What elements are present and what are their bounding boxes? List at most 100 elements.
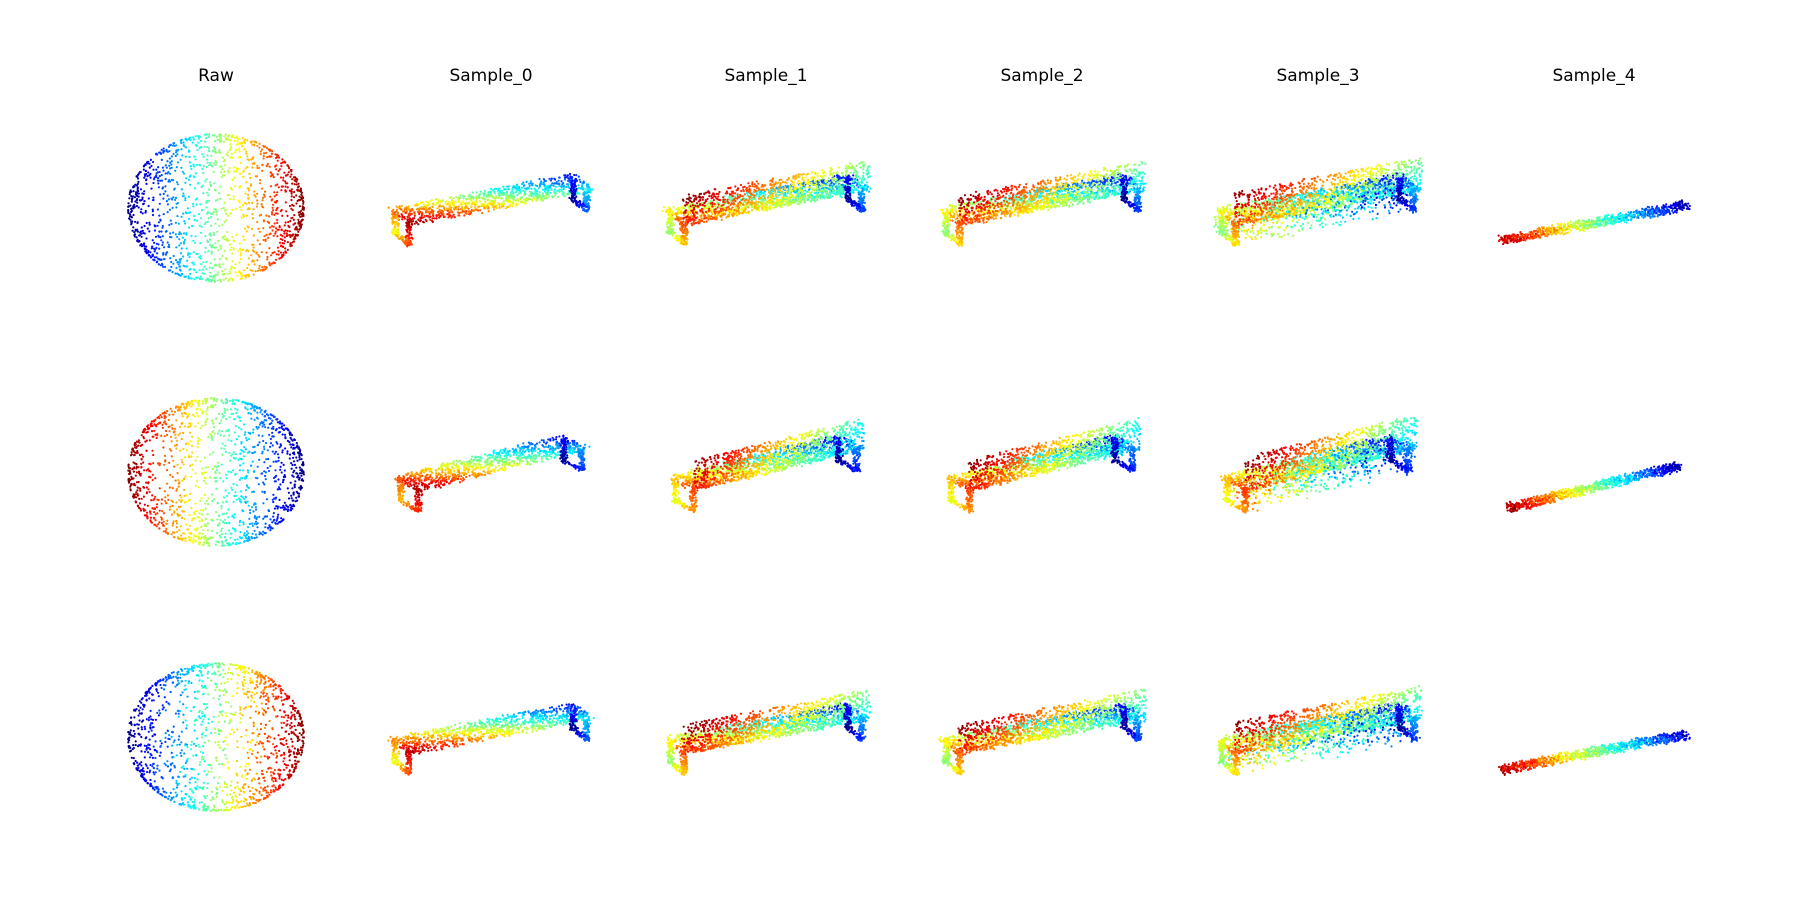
point — [259, 269, 262, 272]
point — [415, 220, 418, 223]
point — [792, 181, 795, 184]
point — [739, 202, 743, 205]
point — [223, 174, 226, 177]
point — [246, 155, 249, 158]
point — [245, 274, 248, 277]
point — [214, 199, 218, 202]
point — [801, 187, 804, 190]
point — [587, 188, 590, 191]
point — [581, 186, 584, 189]
point — [146, 175, 149, 178]
point — [253, 162, 256, 165]
point — [703, 217, 706, 220]
point — [777, 181, 780, 184]
point — [806, 180, 809, 183]
point — [176, 161, 180, 164]
point — [197, 181, 200, 184]
point — [508, 194, 511, 197]
point — [573, 198, 576, 201]
point — [141, 192, 144, 195]
point — [283, 239, 286, 243]
point — [512, 199, 515, 202]
point — [856, 202, 859, 206]
point — [170, 155, 173, 158]
point — [206, 220, 209, 223]
point — [249, 176, 252, 179]
point — [284, 189, 287, 192]
point — [296, 234, 299, 237]
point — [685, 218, 688, 221]
point — [792, 201, 795, 204]
point — [750, 203, 753, 206]
point — [174, 169, 177, 172]
point — [446, 207, 449, 210]
point — [177, 222, 180, 225]
point — [188, 226, 191, 229]
point — [297, 185, 300, 188]
point — [221, 270, 224, 273]
point — [668, 220, 672, 224]
point — [745, 192, 749, 195]
point — [747, 199, 750, 202]
point — [208, 133, 211, 136]
point — [573, 183, 576, 186]
point — [863, 164, 866, 167]
point — [866, 167, 869, 171]
point — [725, 216, 728, 219]
point — [457, 200, 460, 203]
point — [185, 212, 188, 215]
point — [152, 199, 155, 202]
point — [292, 204, 295, 207]
point — [735, 189, 738, 192]
point — [286, 241, 289, 244]
point — [272, 234, 275, 237]
point — [865, 189, 868, 192]
point — [456, 211, 459, 214]
point — [290, 168, 293, 172]
point — [718, 210, 721, 213]
point — [162, 265, 165, 268]
point — [146, 162, 149, 165]
point — [192, 239, 195, 242]
point — [759, 196, 762, 199]
point — [187, 178, 191, 181]
point — [824, 195, 827, 198]
point — [1047, 208, 1050, 211]
point — [301, 197, 304, 200]
point — [545, 197, 548, 200]
point — [863, 201, 866, 204]
point — [479, 190, 482, 193]
point — [148, 230, 151, 233]
point — [232, 198, 235, 201]
point — [406, 234, 409, 237]
point — [861, 197, 864, 200]
point — [427, 207, 430, 210]
point — [742, 188, 745, 191]
point — [284, 185, 287, 188]
point — [771, 193, 774, 196]
point — [155, 174, 158, 177]
point — [578, 204, 582, 207]
point — [209, 271, 212, 274]
point — [558, 176, 561, 179]
point — [129, 215, 133, 218]
point — [585, 192, 588, 195]
point — [691, 204, 694, 207]
point — [759, 190, 762, 193]
point — [171, 206, 174, 209]
point — [298, 213, 301, 217]
point — [168, 157, 171, 160]
point — [764, 184, 767, 187]
point — [164, 253, 167, 256]
point — [243, 138, 246, 141]
point — [170, 260, 173, 263]
point — [780, 192, 783, 196]
point — [191, 261, 194, 264]
point — [158, 202, 161, 205]
point — [497, 188, 500, 191]
point — [698, 193, 701, 196]
point — [139, 199, 142, 202]
point — [686, 215, 689, 218]
point — [145, 178, 148, 181]
